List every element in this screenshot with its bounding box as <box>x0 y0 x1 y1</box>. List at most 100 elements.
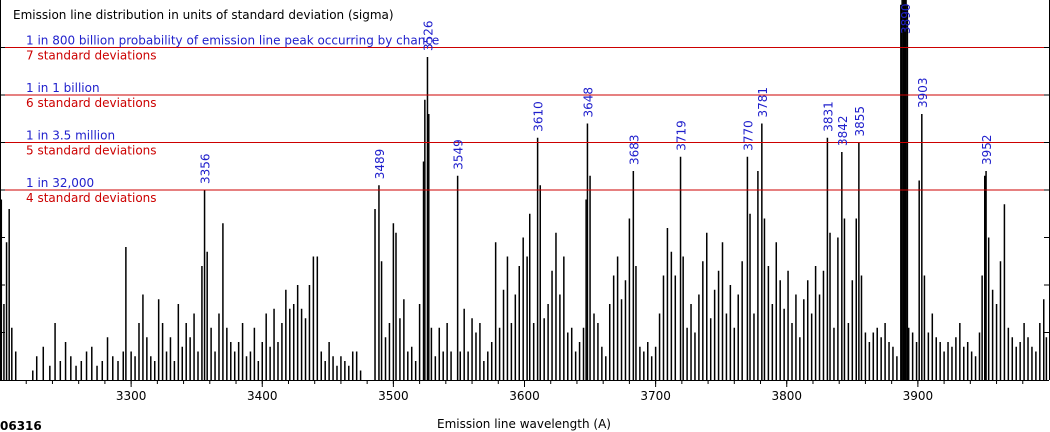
peak-label-3890: 3890 <box>899 3 913 34</box>
bar-67 <box>292 304 295 380</box>
bar-259 <box>1007 327 1010 380</box>
bar-142 <box>585 199 587 380</box>
x-tick-label-3300: 3300 <box>116 389 147 403</box>
bar-30 <box>150 356 152 380</box>
bar-212 <box>851 280 854 380</box>
bar-89 <box>388 323 391 380</box>
bar-253 <box>985 171 987 380</box>
bar-254 <box>987 237 990 380</box>
bar-211 <box>847 323 850 380</box>
bar-47 <box>214 351 216 380</box>
sigma-label-4sigma: 4 standard deviations <box>26 191 157 205</box>
bar-176 <box>713 289 716 380</box>
bar-125 <box>522 237 524 380</box>
bar-266 <box>1035 351 1037 380</box>
bar-51 <box>230 342 232 380</box>
bar-28 <box>142 294 144 380</box>
bar-181 <box>733 327 736 380</box>
peak-label-3842: 3842 <box>836 115 850 146</box>
bar-243 <box>951 346 953 380</box>
bar-104 <box>438 327 441 380</box>
bar-194 <box>783 308 785 380</box>
bar-255 <box>991 289 994 380</box>
bar-3 <box>8 209 10 380</box>
bar-260 <box>1011 337 1014 380</box>
bar-81 <box>348 365 350 380</box>
bar-155 <box>632 171 635 380</box>
probability-label-6sigma: 1 in 1 billion <box>26 81 100 95</box>
bar-78 <box>336 365 338 380</box>
bar-161 <box>654 346 657 380</box>
bar-29 <box>146 337 148 380</box>
bar-119 <box>498 327 501 380</box>
probability-label-5sigma: 1 in 3.5 million <box>26 129 115 143</box>
bar-230 <box>906 4 909 380</box>
bar-74 <box>320 351 323 380</box>
bar-246 <box>963 346 965 380</box>
bar-49 <box>222 223 224 380</box>
bar-238 <box>931 313 934 380</box>
x-axis-label: Emission line wavelength (A) <box>437 417 611 431</box>
bar-197 <box>795 294 797 380</box>
bar-160 <box>650 356 653 380</box>
bar-69 <box>300 308 303 380</box>
bar-170 <box>690 304 692 380</box>
bar-21 <box>112 356 114 380</box>
bar-8 <box>42 346 45 380</box>
bar-46 <box>210 327 212 380</box>
bar-151 <box>616 256 619 380</box>
chart-title: Emission line distribution in units of s… <box>13 8 394 22</box>
bar-219 <box>876 327 878 380</box>
bar-222 <box>888 342 890 380</box>
threshold-layer: 1 in 800 billion probability of emission… <box>0 34 1049 205</box>
bar-48 <box>218 313 220 380</box>
bar-137 <box>567 332 569 380</box>
bar-140 <box>578 342 581 380</box>
bar-135 <box>559 294 561 380</box>
bar-17 <box>91 346 93 380</box>
bar-205 <box>826 137 829 380</box>
bar-178 <box>721 242 724 380</box>
bar-42 <box>197 351 199 380</box>
bar-79 <box>340 356 342 380</box>
bar-208 <box>837 237 839 380</box>
bar-242 <box>947 342 949 380</box>
bar-265 <box>1031 346 1033 380</box>
bar-169 <box>686 327 688 380</box>
bar-19 <box>101 361 104 380</box>
bar-258 <box>1003 204 1006 380</box>
bar-1 <box>3 304 5 380</box>
peak-label-3952: 3952 <box>980 134 994 165</box>
bar-80 <box>344 361 346 380</box>
peak-label-3770: 3770 <box>741 120 755 151</box>
bar-120 <box>502 289 505 380</box>
bar-133 <box>551 270 553 380</box>
bar-40 <box>189 337 191 380</box>
bars-layer <box>0 0 1048 380</box>
bar-225 <box>900 4 902 380</box>
bar-130 <box>539 185 541 380</box>
peak-label-3526: 3526 <box>421 20 435 51</box>
bar-232 <box>911 332 914 380</box>
bar-126 <box>526 256 528 380</box>
bar-184 <box>746 156 749 380</box>
bar-105 <box>442 351 444 380</box>
bar-249 <box>974 356 977 380</box>
bar-153 <box>624 280 627 380</box>
bar-204 <box>822 270 825 380</box>
bar-101 <box>428 114 430 380</box>
peak-label-3781: 3781 <box>756 87 770 118</box>
bar-83 <box>355 351 358 380</box>
bar-70 <box>304 318 307 380</box>
bar-73 <box>316 256 319 380</box>
bar-75 <box>324 361 326 380</box>
bar-102 <box>430 327 433 380</box>
bar-152 <box>620 299 623 380</box>
bar-193 <box>779 280 781 380</box>
bar-263 <box>1023 323 1025 380</box>
bar-22 <box>117 361 119 380</box>
bar-11 <box>59 361 62 380</box>
peak-label-3831: 3831 <box>821 101 835 132</box>
bar-156 <box>635 266 637 380</box>
bar-5 <box>14 351 17 380</box>
